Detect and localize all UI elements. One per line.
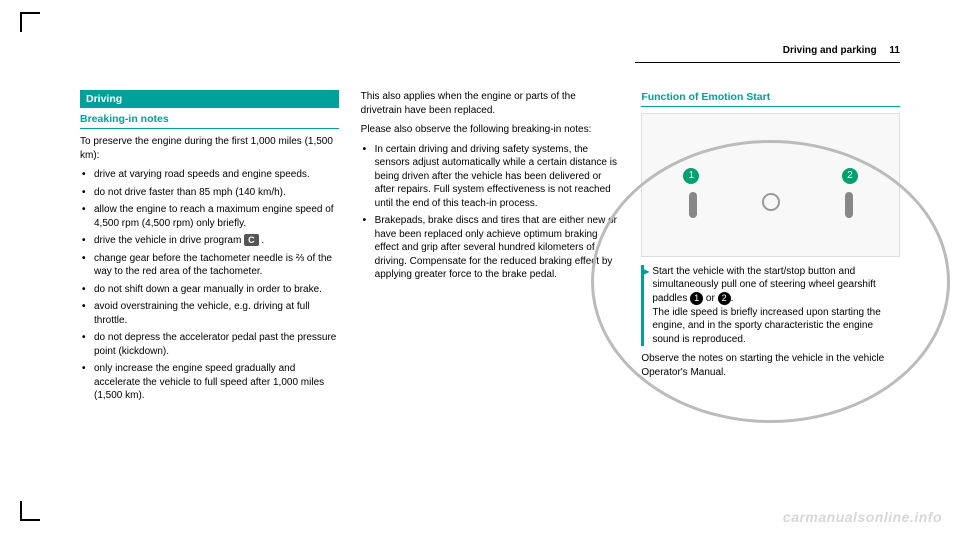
- page-number: 11: [889, 45, 900, 56]
- intro-text: To preserve the engine during the first …: [80, 135, 339, 162]
- header-rule: [635, 62, 900, 63]
- right-paddle-icon: [845, 192, 853, 218]
- list-item: change gear before the tachometer needle…: [80, 252, 339, 279]
- list-item: allow the engine to reach a maximum engi…: [80, 203, 339, 230]
- subheading-breaking-in: Breaking-in notes: [80, 112, 339, 129]
- list-item: do not depress the accelerator pedal pas…: [80, 331, 339, 358]
- list-item: drive the vehicle in drive program C .: [80, 234, 339, 248]
- section-title: Driving: [80, 90, 339, 108]
- list-item: do not drive faster than 85 mph (140 km/…: [80, 186, 339, 200]
- list-item: only increase the engine speed gradually…: [80, 362, 339, 403]
- instruction-block: Start the vehicle with the start/stop bu…: [641, 265, 900, 346]
- header-section: Driving and parking: [783, 45, 877, 56]
- body-text: Please also observe the following breaki…: [361, 123, 620, 137]
- running-header: Driving and parking 11: [783, 45, 900, 56]
- list-item: do not shift down a gear manually in ord…: [80, 283, 339, 297]
- list-item: Brakepads, brake discs and tires that ar…: [361, 214, 620, 282]
- crop-mark-bottom-left: [20, 501, 40, 521]
- drive-program-badge: C: [244, 234, 259, 246]
- breaking-in-list: drive at varying road speeds and engine …: [80, 168, 339, 403]
- page-content: Driving Breaking-in notes To preserve th…: [80, 90, 900, 503]
- subheading-emotion-start: Function of Emotion Start: [641, 90, 900, 107]
- list-item: avoid overstraining the vehicle, e.g. dr…: [80, 300, 339, 327]
- ref-marker-1: 1: [690, 292, 703, 305]
- crop-mark-top-left: [20, 12, 40, 32]
- watermark: carmanualsonline.info: [783, 509, 942, 525]
- steering-wheel-figure: 1 2: [641, 113, 900, 257]
- body-text: This also applies when the engine or par…: [361, 90, 620, 117]
- notes-list: In certain driving and driving safety sy…: [361, 143, 620, 282]
- steering-wheel-logo-icon: [762, 193, 780, 211]
- callout-marker-2: 2: [842, 168, 858, 184]
- instruction-detail: The idle speed is briefly increased upon…: [652, 307, 880, 345]
- ref-marker-2: 2: [718, 292, 731, 305]
- list-item: In certain driving and driving safety sy…: [361, 143, 620, 211]
- list-item: drive at varying road speeds and engine …: [80, 168, 339, 182]
- left-paddle-icon: [689, 192, 697, 218]
